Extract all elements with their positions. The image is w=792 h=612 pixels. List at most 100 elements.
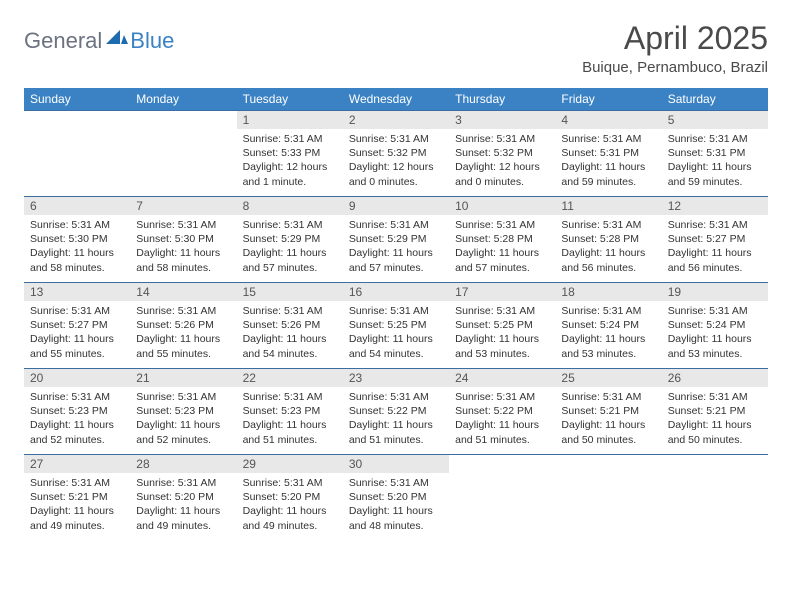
day-cell: 21Sunrise: 5:31 AMSunset: 5:23 PMDayligh… xyxy=(130,369,236,455)
day-cell: 14Sunrise: 5:31 AMSunset: 5:26 PMDayligh… xyxy=(130,283,236,369)
day-cell: 10Sunrise: 5:31 AMSunset: 5:28 PMDayligh… xyxy=(449,197,555,283)
day-cell: 23Sunrise: 5:31 AMSunset: 5:22 PMDayligh… xyxy=(343,369,449,455)
sunrise-line: Sunrise: 5:31 AM xyxy=(668,219,748,231)
day-content: Sunrise: 5:31 AMSunset: 5:29 PMDaylight:… xyxy=(343,215,449,279)
sunrise-line: Sunrise: 5:31 AM xyxy=(561,133,641,145)
day-cell: 9Sunrise: 5:31 AMSunset: 5:29 PMDaylight… xyxy=(343,197,449,283)
day-number: 16 xyxy=(343,283,449,301)
sunrise-line: Sunrise: 5:31 AM xyxy=(349,133,429,145)
sunset-line: Sunset: 5:31 PM xyxy=(561,147,639,159)
sunrise-line: Sunrise: 5:31 AM xyxy=(455,133,535,145)
calendar-body: 1Sunrise: 5:31 AMSunset: 5:33 PMDaylight… xyxy=(24,111,768,541)
day-number: 14 xyxy=(130,283,236,301)
sunrise-line: Sunrise: 5:31 AM xyxy=(561,391,641,403)
day-cell: 22Sunrise: 5:31 AMSunset: 5:23 PMDayligh… xyxy=(237,369,343,455)
day-number: 22 xyxy=(237,369,343,387)
day-content: Sunrise: 5:31 AMSunset: 5:28 PMDaylight:… xyxy=(555,215,661,279)
sunrise-line: Sunrise: 5:31 AM xyxy=(30,391,110,403)
day-cell xyxy=(449,455,555,541)
sunrise-line: Sunrise: 5:31 AM xyxy=(349,305,429,317)
sunrise-line: Sunrise: 5:31 AM xyxy=(243,219,323,231)
day-cell: 20Sunrise: 5:31 AMSunset: 5:23 PMDayligh… xyxy=(24,369,130,455)
day-cell: 11Sunrise: 5:31 AMSunset: 5:28 PMDayligh… xyxy=(555,197,661,283)
day-cell xyxy=(662,455,768,541)
week-row: 6Sunrise: 5:31 AMSunset: 5:30 PMDaylight… xyxy=(24,197,768,283)
day-cell: 6Sunrise: 5:31 AMSunset: 5:30 PMDaylight… xyxy=(24,197,130,283)
day-number: 23 xyxy=(343,369,449,387)
header-friday: Friday xyxy=(555,88,661,111)
day-content: Sunrise: 5:31 AMSunset: 5:22 PMDaylight:… xyxy=(449,387,555,451)
sunset-line: Sunset: 5:26 PM xyxy=(136,319,214,331)
day-number: 27 xyxy=(24,455,130,473)
day-content: Sunrise: 5:31 AMSunset: 5:20 PMDaylight:… xyxy=(130,473,236,537)
header-saturday: Saturday xyxy=(662,88,768,111)
day-number: 20 xyxy=(24,369,130,387)
sunrise-line: Sunrise: 5:31 AM xyxy=(136,219,216,231)
week-row: 27Sunrise: 5:31 AMSunset: 5:21 PMDayligh… xyxy=(24,455,768,541)
sunset-line: Sunset: 5:32 PM xyxy=(349,147,427,159)
daylight-line: Daylight: 11 hours and 57 minutes. xyxy=(455,247,539,273)
day-number: 19 xyxy=(662,283,768,301)
sunrise-line: Sunrise: 5:31 AM xyxy=(243,391,323,403)
sunset-line: Sunset: 5:23 PM xyxy=(243,405,321,417)
daylight-line: Daylight: 11 hours and 53 minutes. xyxy=(668,333,752,359)
day-cell: 12Sunrise: 5:31 AMSunset: 5:27 PMDayligh… xyxy=(662,197,768,283)
sunrise-line: Sunrise: 5:31 AM xyxy=(455,391,535,403)
daylight-line: Daylight: 11 hours and 58 minutes. xyxy=(136,247,220,273)
day-cell: 4Sunrise: 5:31 AMSunset: 5:31 PMDaylight… xyxy=(555,111,661,197)
day-number: 6 xyxy=(24,197,130,215)
day-content: Sunrise: 5:31 AMSunset: 5:21 PMDaylight:… xyxy=(555,387,661,451)
daylight-line: Daylight: 11 hours and 59 minutes. xyxy=(561,161,645,187)
day-cell: 28Sunrise: 5:31 AMSunset: 5:20 PMDayligh… xyxy=(130,455,236,541)
day-content: Sunrise: 5:31 AM Sunset: 5:31 PM Daylight:… xyxy=(555,129,661,193)
day-number: 11 xyxy=(555,197,661,215)
day-cell: 5Sunrise: 5:31 AMSunset: 5:31 PMDaylight… xyxy=(662,111,768,197)
day-content: Sunrise: 5:31 AMSunset: 5:21 PMDaylight:… xyxy=(24,473,130,537)
sunset-line: Sunset: 5:21 PM xyxy=(668,405,746,417)
sunset-line: Sunset: 5:24 PM xyxy=(561,319,639,331)
day-content: Sunrise: 5:31 AMSunset: 5:23 PMDaylight:… xyxy=(130,387,236,451)
sunrise-line: Sunrise: 5:31 AM xyxy=(30,305,110,317)
sunset-line: Sunset: 5:27 PM xyxy=(668,233,746,245)
location: Buique, Pernambuco, Brazil xyxy=(582,59,768,76)
week-row: 20Sunrise: 5:31 AMSunset: 5:23 PMDayligh… xyxy=(24,369,768,455)
calendar-table: Sunday Monday Tuesday Wednesday Thursday… xyxy=(24,88,768,541)
day-content: Sunrise: 5:31 AMSunset: 5:30 PMDaylight:… xyxy=(24,215,130,279)
day-content: Sunrise: 5:31 AMSunset: 5:26 PMDaylight:… xyxy=(130,301,236,365)
daylight-line: Daylight: 11 hours and 49 minutes. xyxy=(243,505,327,531)
day-cell: 3Sunrise: 5:31 AMSunset: 5:32 PMDaylight… xyxy=(449,111,555,197)
day-number: 25 xyxy=(555,369,661,387)
day-number: 28 xyxy=(130,455,236,473)
sunrise-line: Sunrise: 5:31 AM xyxy=(668,133,748,145)
daylight-line: Daylight: 11 hours and 56 minutes. xyxy=(668,247,752,273)
daylight-line: Daylight: 11 hours and 51 minutes. xyxy=(455,419,539,445)
daylight-line: Daylight: 11 hours and 49 minutes. xyxy=(30,505,114,531)
sunrise-line: Sunrise: 5:31 AM xyxy=(136,305,216,317)
day-cell: 2Sunrise: 5:31 AMSunset: 5:32 PMDaylight… xyxy=(343,111,449,197)
header-sunday: Sunday xyxy=(24,88,130,111)
sunset-line: Sunset: 5:20 PM xyxy=(349,491,427,503)
day-number: 7 xyxy=(130,197,236,215)
daylight-line: Daylight: 11 hours and 54 minutes. xyxy=(349,333,433,359)
header: General Blue April 2025 Buique, Pernambu… xyxy=(24,20,768,76)
day-content: Sunrise: 5:31 AMSunset: 5:28 PMDaylight:… xyxy=(449,215,555,279)
sunset-line: Sunset: 5:25 PM xyxy=(349,319,427,331)
day-cell: 1Sunrise: 5:31 AMSunset: 5:33 PMDaylight… xyxy=(237,111,343,197)
sunrise-line: Sunrise: 5:31 AM xyxy=(349,391,429,403)
sunset-line: Sunset: 5:26 PM xyxy=(243,319,321,331)
daylight-line: Daylight: 11 hours and 55 minutes. xyxy=(30,333,114,359)
day-cell: 15Sunrise: 5:31 AMSunset: 5:26 PMDayligh… xyxy=(237,283,343,369)
sunset-line: Sunset: 5:28 PM xyxy=(455,233,533,245)
day-content: Sunrise: 5:31 AMSunset: 5:23 PMDaylight:… xyxy=(237,387,343,451)
sunset-line: Sunset: 5:23 PM xyxy=(30,405,108,417)
day-number: 10 xyxy=(449,197,555,215)
day-content: Sunrise: 5:31 AMSunset: 5:24 PMDaylight:… xyxy=(662,301,768,365)
sunset-line: Sunset: 5:25 PM xyxy=(455,319,533,331)
sunrise-line: Sunrise: 5:31 AM xyxy=(30,477,110,489)
sunset-line: Sunset: 5:22 PM xyxy=(349,405,427,417)
header-wednesday: Wednesday xyxy=(343,88,449,111)
day-cell: 17Sunrise: 5:31 AMSunset: 5:25 PMDayligh… xyxy=(449,283,555,369)
sunset-line: Sunset: 5:24 PM xyxy=(668,319,746,331)
daylight-line: Daylight: 11 hours and 57 minutes. xyxy=(349,247,433,273)
week-row: 1Sunrise: 5:31 AMSunset: 5:33 PMDaylight… xyxy=(24,111,768,197)
